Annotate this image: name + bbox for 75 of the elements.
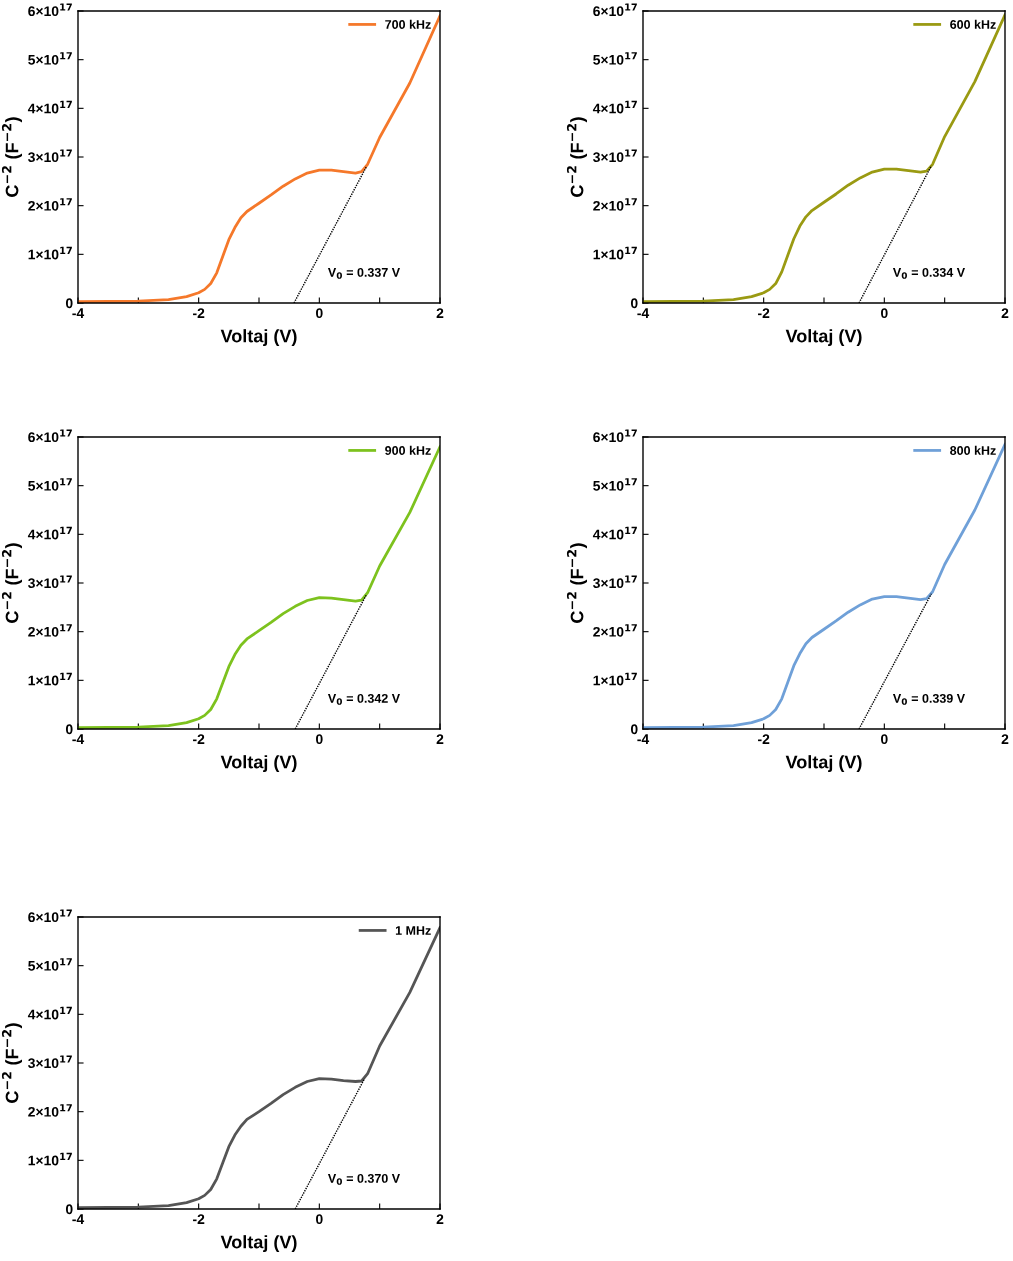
x-tick-label: -2 (193, 1214, 205, 1224)
y-tick-label: 4×10$^{17}$ (592, 100, 637, 114)
legend-label: 1 MHz (395, 926, 431, 935)
y-tick-label: 4×10$^{17}$ (27, 100, 72, 114)
y-tick-label: 1×10$^{17}$ (593, 672, 637, 686)
y-axis-title: C$^{−2}$ (F$^{−2}$) (566, 117, 587, 197)
annotation: V$_{0}$ = 0.370 V (327, 1173, 400, 1185)
x-tick-label: 2 (1001, 734, 1009, 744)
y-tick-label: 6×10$^{17}$ (593, 3, 637, 17)
y-tick-label: 6×10$^{17}$ (28, 909, 72, 923)
y-tick-label: 0 (630, 298, 638, 309)
y-tick-label: 1×10$^{17}$ (28, 246, 72, 260)
y-tick-label: 0 (65, 1204, 73, 1215)
x-axis-title: Voltaj (V) (785, 329, 862, 346)
y-tick-label: 1×10$^{17}$ (593, 246, 637, 260)
legend-label: 800 kHz (950, 445, 996, 455)
x-tick-label: 2 (436, 308, 444, 318)
y-tick-label: 3×10$^{17}$ (28, 1055, 72, 1069)
legend-label: 900 kHz (385, 445, 431, 455)
x-axis-title: Voltaj (V) (220, 329, 297, 346)
y-tick-label: 5×10$^{17}$ (593, 52, 637, 65)
x-tick-label: 0 (881, 308, 888, 319)
x-tick-label: 0 (316, 308, 323, 319)
x-axis-title: Voltaj (V) (785, 755, 862, 772)
x-tick-label: -4 (72, 308, 85, 318)
x-tick-label: 2 (436, 734, 444, 744)
annotation: V$_{0}$ = 0.334 V (892, 267, 965, 279)
x-tick-label: 0 (316, 1214, 323, 1225)
y-tick-label: 3×10$^{17}$ (28, 149, 72, 163)
y-axis-title: C$^{−2}$ (F$^{−2}$) (1, 1023, 22, 1103)
x-tick-label: -2 (193, 734, 205, 744)
y-tick-label: 0 (65, 298, 73, 309)
annotation: V$_{0}$ = 0.339 V (892, 693, 965, 705)
x-tick-label: -2 (193, 308, 205, 318)
legend-label: 600 kHz (950, 19, 996, 29)
x-tick-label: -4 (72, 734, 85, 744)
x-tick-label: -4 (637, 734, 650, 744)
x-tick-label: -4 (72, 1214, 85, 1224)
x-tick-label: 0 (881, 734, 888, 745)
y-tick-label: 0 (65, 724, 73, 735)
y-tick-label: 3×10$^{17}$ (28, 575, 72, 589)
y-tick-label: 6×10$^{17}$ (593, 429, 637, 443)
y-tick-label: 2×10$^{17}$ (28, 198, 72, 211)
y-tick-label: 6×10$^{17}$ (28, 3, 72, 17)
y-tick-label: 0 (630, 724, 638, 735)
x-axis-title: Voltaj (V) (220, 1235, 297, 1252)
y-tick-label: 5×10$^{17}$ (28, 52, 72, 65)
y-tick-label: 1×10$^{17}$ (28, 1152, 72, 1166)
y-tick-label: 4×10$^{17}$ (27, 526, 72, 540)
annotation: V$_{0}$ = 0.342 V (327, 693, 400, 705)
y-tick-label: 2×10$^{17}$ (593, 624, 637, 637)
y-tick-label: 1×10$^{17}$ (28, 672, 72, 686)
x-tick-label: 2 (436, 1214, 444, 1224)
y-tick-label: 3×10$^{17}$ (593, 149, 637, 163)
y-tick-label: 2×10$^{17}$ (28, 1104, 72, 1117)
y-tick-label: 4×10$^{17}$ (592, 526, 637, 540)
y-axis-title: C$^{−2}$ (F$^{−2}$) (1, 117, 22, 197)
x-tick-label: 0 (316, 734, 323, 745)
x-tick-label: -2 (758, 734, 770, 744)
x-tick-label: -4 (637, 308, 650, 318)
y-tick-label: 6×10$^{17}$ (28, 429, 72, 443)
y-tick-label: 4×10$^{17}$ (27, 1006, 72, 1020)
y-tick-label: 5×10$^{17}$ (593, 478, 637, 491)
y-tick-label: 5×10$^{17}$ (28, 478, 72, 491)
annotation: V$_{0}$ = 0.337 V (327, 267, 400, 279)
y-axis-title: C$^{−2}$ (F$^{−2}$) (1, 543, 22, 623)
y-tick-label: 3×10$^{17}$ (593, 575, 637, 589)
y-tick-label: 2×10$^{17}$ (593, 198, 637, 211)
x-tick-label: -2 (758, 308, 770, 318)
x-axis-title: Voltaj (V) (220, 755, 297, 772)
legend-label: 700 kHz (385, 19, 431, 29)
y-tick-label: 2×10$^{17}$ (28, 624, 72, 637)
y-tick-label: 5×10$^{17}$ (28, 958, 72, 971)
y-axis-title: C$^{−2}$ (F$^{−2}$) (566, 543, 587, 623)
x-tick-label: 2 (1001, 308, 1009, 318)
